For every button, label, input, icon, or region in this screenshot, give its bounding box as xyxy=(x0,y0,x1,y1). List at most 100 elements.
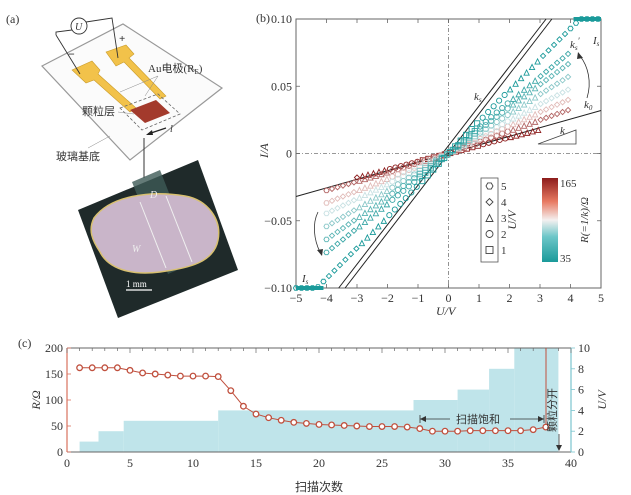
resistance-point xyxy=(202,372,210,380)
series-R-90 xyxy=(323,86,572,217)
data-point xyxy=(336,261,344,269)
data-point xyxy=(509,95,517,102)
data-point xyxy=(520,100,528,108)
data-point xyxy=(345,191,352,198)
photo-W-label: W xyxy=(132,244,142,255)
data-point xyxy=(345,221,352,228)
data-point xyxy=(380,217,388,224)
data-point xyxy=(320,278,327,285)
curved-arrow-up-icon xyxy=(579,55,590,99)
voltage-step-bar xyxy=(218,410,414,452)
data-point xyxy=(292,285,300,291)
data-point xyxy=(361,209,369,217)
data-point xyxy=(328,207,336,215)
voltage-step-bar xyxy=(514,348,559,452)
resistance-point xyxy=(416,425,424,433)
data-point xyxy=(334,228,341,236)
glass-substrate xyxy=(41,23,224,161)
resistance-point xyxy=(252,410,260,418)
data-point xyxy=(441,154,448,162)
data-point xyxy=(531,93,539,101)
data-point xyxy=(361,184,369,191)
data-point xyxy=(367,197,374,204)
data-point xyxy=(485,139,492,146)
data-point xyxy=(334,204,341,212)
data-point xyxy=(345,231,352,239)
data-point xyxy=(578,16,585,22)
y-tick-label: −0.05 xyxy=(264,214,292,228)
colorbar xyxy=(542,178,558,262)
data-point xyxy=(334,195,341,202)
data-point xyxy=(515,96,522,104)
y-tick-label: 0 xyxy=(286,147,292,161)
data-point xyxy=(383,180,391,188)
data-point xyxy=(356,177,363,184)
data-point xyxy=(372,193,380,201)
electrode-label: Au电极(RE) xyxy=(148,61,203,76)
data-point xyxy=(383,187,391,194)
data-point xyxy=(526,81,533,89)
data-point xyxy=(499,125,506,133)
data-point xyxy=(548,112,555,120)
x-tick-label: 30 xyxy=(439,456,451,470)
data-point xyxy=(372,209,380,217)
data-point xyxy=(520,115,528,123)
data-point xyxy=(446,149,453,156)
panel-c-label: (c) xyxy=(18,336,31,350)
data-point xyxy=(553,110,561,118)
data-point xyxy=(556,36,563,43)
wire-left-down xyxy=(55,34,81,75)
data-point xyxy=(493,128,500,135)
x-tick-label: 0 xyxy=(64,456,70,470)
data-point xyxy=(347,250,355,258)
resistance-point xyxy=(517,427,525,435)
curved-arrow-down-head xyxy=(317,249,323,256)
resistance-point xyxy=(126,366,134,374)
voltage-step-bar xyxy=(123,420,219,452)
data-point xyxy=(452,143,459,150)
data-point xyxy=(364,233,371,241)
data-point xyxy=(564,50,572,58)
y-tick-label: 0 xyxy=(57,445,63,459)
data-point xyxy=(323,223,330,230)
data-point xyxy=(342,256,349,263)
data-point xyxy=(389,167,396,174)
resistance-point xyxy=(378,423,386,430)
data-point xyxy=(457,137,464,144)
legend-label: 3 xyxy=(501,213,507,225)
resistance-point xyxy=(164,371,172,379)
resistance-point xyxy=(113,364,121,372)
data-point xyxy=(367,173,374,181)
legend-label: 5 xyxy=(501,181,507,193)
y2-tick-label: 0 xyxy=(578,445,584,459)
data-point xyxy=(512,132,520,139)
data-point xyxy=(559,108,566,116)
data-point xyxy=(356,213,363,220)
data-point xyxy=(502,135,509,142)
data-point xyxy=(496,97,503,104)
data-point xyxy=(515,118,522,125)
legend-label: 1 xyxy=(501,245,507,257)
data-point xyxy=(345,180,352,188)
data-point xyxy=(334,216,341,224)
x-tick-label: 5 xyxy=(598,291,604,305)
data-point xyxy=(325,272,333,280)
particle-layer xyxy=(130,100,170,123)
data-point xyxy=(394,192,401,199)
data-point xyxy=(323,200,330,206)
data-point xyxy=(369,228,377,236)
y2-tick-label: 8 xyxy=(578,362,584,376)
data-point xyxy=(367,181,374,189)
data-point xyxy=(372,201,380,209)
y-tick-label: 150 xyxy=(45,367,63,381)
data-point xyxy=(331,267,338,274)
resistance-point xyxy=(365,423,373,430)
data-point xyxy=(463,131,470,138)
photo-D-label: D xyxy=(149,190,158,201)
data-point xyxy=(394,171,401,178)
panel-b-chart: (b) −5 −4 −3 −2 −1 0 1 2 3 4 5−0.10−0.0500.050.10 … xyxy=(256,11,604,318)
data-point xyxy=(509,100,517,108)
data-point xyxy=(559,55,566,62)
data-point xyxy=(350,217,358,224)
